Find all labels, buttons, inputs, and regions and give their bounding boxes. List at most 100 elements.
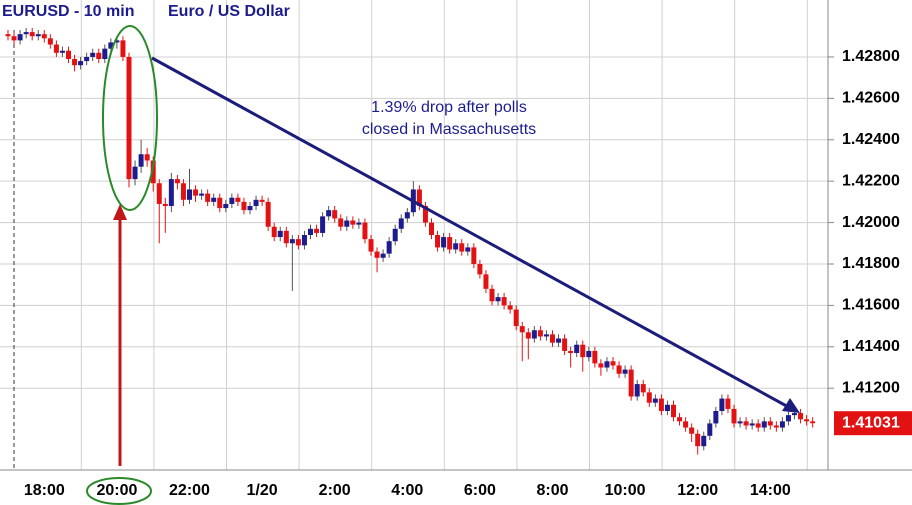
candle-body [489, 288, 495, 302]
candle-body [386, 241, 392, 254]
candle-body [598, 363, 604, 368]
candle-body [132, 166, 138, 180]
candle-body [610, 361, 616, 366]
candle-body [314, 228, 320, 233]
y-tick-label: 1.42000 [842, 214, 900, 231]
candle-body [66, 50, 71, 60]
candle-body [531, 330, 537, 339]
candle-body [453, 243, 459, 250]
candle-body [205, 193, 211, 202]
candle-body [477, 263, 483, 275]
candle-body [380, 253, 386, 258]
x-tick-label: 14:00 [750, 482, 791, 499]
candle-body [404, 212, 410, 219]
candle-body [556, 338, 562, 343]
candle-body [810, 421, 816, 424]
red-arrowhead [113, 204, 127, 220]
y-tick-label: 1.41200 [842, 379, 900, 396]
candle-body [441, 237, 447, 248]
candle-body [749, 423, 755, 426]
candle-body [501, 297, 507, 306]
x-tick-label: 20:00 [96, 482, 137, 499]
candle-body [689, 427, 695, 434]
candle-body [586, 350, 592, 358]
candle-body [465, 247, 471, 252]
candle-body [483, 274, 489, 289]
candle-body [634, 384, 640, 397]
candle-body [543, 334, 549, 337]
candle-body [199, 193, 205, 196]
candle-body [283, 230, 289, 244]
candle-body [713, 410, 719, 424]
candle-body [677, 417, 683, 422]
candle-body [211, 197, 217, 202]
candle-body [308, 228, 313, 235]
candle-body [150, 160, 156, 184]
candle-body [168, 179, 174, 207]
candle-body [392, 228, 398, 242]
candle-body [429, 222, 434, 235]
candle-body [235, 197, 241, 202]
candle-body [259, 199, 265, 202]
candle-body [459, 243, 465, 252]
candle-body [320, 216, 326, 233]
candle-body [5, 34, 11, 37]
candle-body [792, 413, 797, 416]
candle-body [422, 206, 428, 223]
annotation: 1.39% drop after polls [371, 99, 527, 116]
candle-body [622, 369, 628, 374]
candle-body [574, 344, 580, 354]
candle-body [338, 218, 344, 227]
candle-body [295, 239, 301, 246]
x-tick-label: 4:00 [391, 482, 423, 499]
candle-body [277, 230, 283, 238]
candle-body [217, 197, 223, 209]
x-tick-label: 22:00 [169, 482, 210, 499]
candle-body [640, 384, 646, 393]
candle-body [114, 40, 120, 43]
trend-line [151, 56, 793, 411]
x-tick-label: 8:00 [536, 482, 568, 499]
candle-body [174, 179, 180, 184]
last-price-label: 1.41031 [842, 414, 900, 431]
grid [0, 0, 828, 470]
candle-body [11, 36, 17, 41]
y-tick-label: 1.41800 [842, 255, 900, 272]
candle-body [562, 338, 568, 351]
candle-body [707, 423, 713, 436]
candle-body [253, 199, 259, 207]
candle-body [326, 210, 332, 217]
candle-body [374, 251, 380, 258]
x-tick-label: 6:00 [464, 482, 496, 499]
candle-body [646, 392, 652, 403]
candle-body [495, 297, 501, 302]
candle-body [737, 421, 743, 424]
candle-body [17, 34, 23, 41]
x-tick-label: 12:00 [677, 482, 718, 499]
candle-body [701, 435, 707, 447]
candle-body [592, 350, 598, 364]
candle-body [47, 38, 53, 45]
candle-body [72, 59, 78, 66]
candle-body [731, 408, 737, 424]
candle-body [120, 40, 126, 57]
candle-body [616, 365, 622, 374]
candle-body [108, 42, 114, 49]
y-tick-label: 1.42200 [842, 172, 900, 189]
candle-body [525, 332, 531, 339]
candle-body [162, 203, 168, 207]
candle-body [664, 404, 670, 411]
candle-body [23, 32, 29, 35]
candle-body [416, 189, 422, 207]
y-tick-label: 1.41400 [842, 338, 900, 355]
candle-body [368, 239, 374, 252]
candle-body [507, 305, 513, 310]
candle-body [350, 220, 356, 225]
x-tick-label: 18:00 [24, 482, 65, 499]
chart-subtitle: Euro / US Dollar [168, 3, 290, 20]
candle-body [138, 154, 144, 167]
candle-body [761, 421, 767, 428]
highlight-ellipse [102, 25, 158, 211]
candle-body [90, 52, 96, 57]
label-ellipse [86, 477, 152, 505]
